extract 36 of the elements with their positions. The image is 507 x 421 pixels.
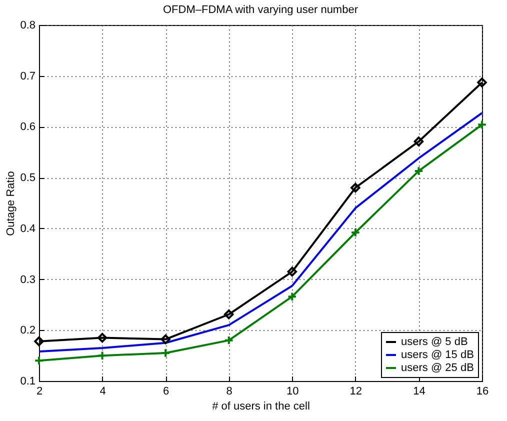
x-tick-label: 12 [350, 386, 362, 398]
y-tick-label: 0.7 [20, 70, 36, 82]
y-tick-label: 0.4 [20, 222, 36, 235]
x-tick-label: 8 [226, 386, 232, 398]
chart-title: OFDM–FDMA with varying user number [163, 4, 358, 16]
point [287, 266, 298, 277]
legend-label: users @ 25 dB [401, 362, 474, 374]
y-axis-title: Outage Ratio [5, 171, 18, 236]
point [477, 78, 487, 88]
y-tick-label: 0.6 [20, 121, 36, 134]
y-tick-label: 0.8 [20, 20, 36, 32]
x-tick-label: 4 [100, 386, 106, 398]
x-tick-label: 6 [163, 386, 170, 398]
x-tick-label: 10 [286, 386, 299, 398]
point [224, 310, 234, 320]
legend-label: users @ 5 dB [401, 336, 468, 348]
point [287, 292, 298, 302]
point [224, 335, 234, 346]
point [97, 350, 108, 360]
y-tick-label: 0.2 [20, 324, 36, 337]
point [350, 182, 360, 193]
point [414, 166, 424, 176]
x-tick-label: 16 [476, 386, 489, 398]
point [97, 332, 108, 343]
point [350, 228, 360, 238]
point [414, 136, 424, 146]
point [160, 348, 170, 358]
y-tick-label: 0.5 [20, 172, 36, 184]
x-tick-label: 14 [413, 386, 426, 398]
point [34, 336, 44, 346]
y-tick-label: 0.3 [20, 274, 36, 286]
point [160, 334, 170, 344]
y-tick-label: 0.1 [20, 376, 36, 388]
legend-label: users @ 15 dB [401, 349, 474, 361]
x-axis-title: # of users in the cell [212, 400, 310, 412]
x-tick-label: 2 [36, 386, 43, 398]
